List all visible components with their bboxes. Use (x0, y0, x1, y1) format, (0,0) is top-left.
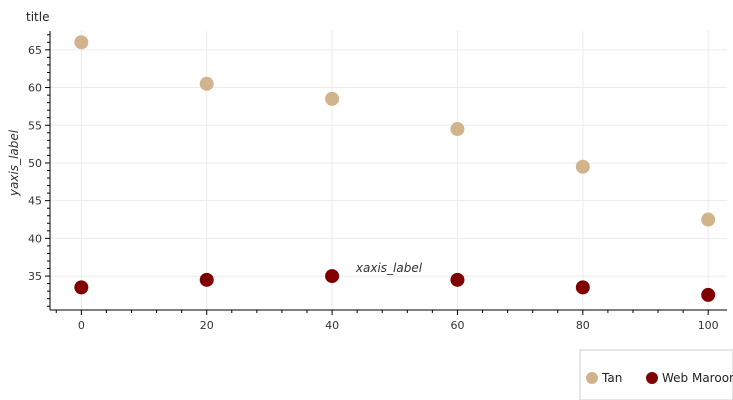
y-tick-label: 65 (28, 44, 42, 57)
y-tick-label: 60 (28, 82, 42, 95)
point-web-maroon (450, 272, 465, 287)
x-axis-label: xaxis_label (355, 261, 423, 275)
point-tan (450, 122, 465, 137)
x-tick-label: 100 (698, 319, 719, 332)
y-tick-label: 50 (28, 157, 42, 170)
data-points (74, 35, 716, 302)
x-tick-label: 80 (576, 319, 590, 332)
point-tan (325, 91, 340, 106)
legend: Tan Web Maroon (579, 349, 733, 400)
legend-marker-tan (586, 372, 598, 384)
y-tick-label: 55 (28, 119, 42, 132)
x-tick-label: 0 (78, 319, 85, 332)
y-axis-label: yaxis_label (7, 129, 21, 197)
point-tan (74, 35, 89, 50)
y-tick-label: 40 (28, 232, 42, 245)
point-web-maroon (199, 272, 214, 287)
x-tick-label: 60 (450, 319, 464, 332)
x-tick-label: 20 (200, 319, 214, 332)
legend-marker-web-maroon (646, 372, 658, 384)
legend-label-web-maroon: Web Maroon (662, 371, 733, 385)
y-tick-label: 45 (28, 195, 42, 208)
point-web-maroon (701, 287, 716, 302)
point-web-maroon (74, 280, 89, 295)
point-tan (575, 159, 590, 174)
point-tan (199, 76, 214, 91)
point-web-maroon (575, 280, 590, 295)
chart-title: title (26, 10, 49, 24)
y-tick-label: 35 (28, 270, 42, 283)
axes: 35 40 45 50 55 60 65 0 20 40 60 80 100 (28, 31, 727, 332)
point-tan (701, 212, 716, 227)
grid (50, 31, 727, 310)
x-tick-label: 40 (325, 319, 339, 332)
legend-label-tan: Tan (601, 371, 622, 385)
point-web-maroon (325, 269, 340, 284)
